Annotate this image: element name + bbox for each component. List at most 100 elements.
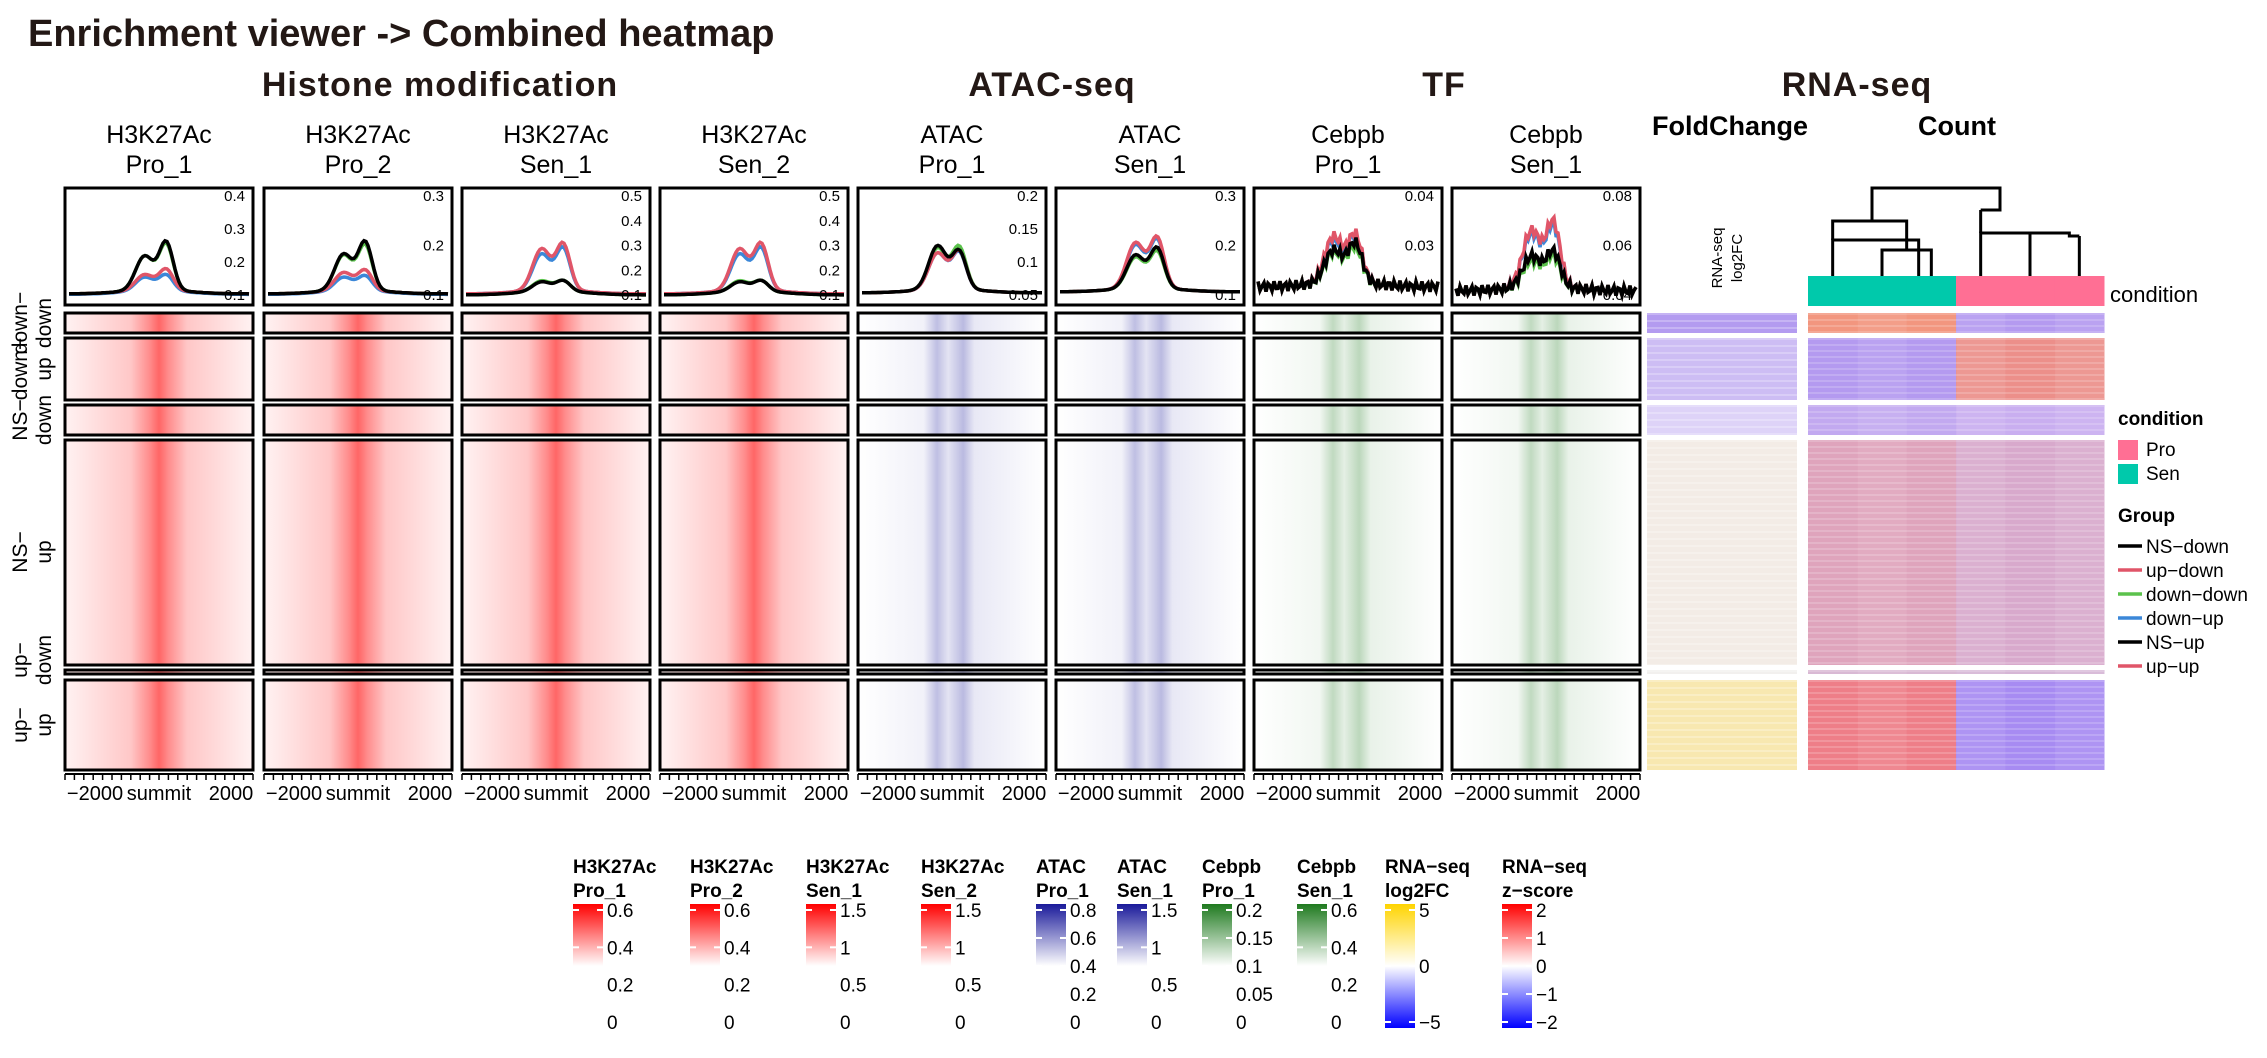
colorbar-tick-label: 0 <box>840 1013 851 1034</box>
colorbar-gradient <box>573 904 603 1028</box>
row-label-2: down−up <box>9 338 56 400</box>
section-header-rnaseq: RNA-seq <box>1782 66 1933 104</box>
heatmap-panel-1 <box>1450 311 1642 335</box>
heatmap-panel-1 <box>460 311 652 335</box>
fc-stripe <box>1647 461 1797 463</box>
count-block <box>1956 670 2006 674</box>
profile-tick: 0.05 <box>1009 287 1038 304</box>
count-block <box>1808 670 1858 674</box>
count-block <box>1906 405 1957 435</box>
count-stripe <box>1808 362 2104 364</box>
count-block <box>1857 313 1908 333</box>
colorbar-tick-label: 0 <box>724 1013 735 1034</box>
heatmap-panel-2 <box>658 336 850 402</box>
x-tick-label: summit <box>127 783 192 805</box>
colorbar-5: ATAC Pro_10.8 0.6 0.4 0.2 0 <box>1036 857 1097 1034</box>
fc-stripe <box>1647 489 1797 491</box>
heatmap-panel-5 <box>1054 668 1246 676</box>
colorbar-tick-label: 0 <box>1070 1013 1081 1034</box>
count-stripe <box>1808 638 2104 640</box>
column-4: H3K27Ac Sen_2 0.5 0.4 0.3 0.2 0.1 −2000 summit 20… <box>658 121 850 805</box>
count-stripe <box>1808 596 2104 598</box>
profile-line-ns <box>1454 242 1638 303</box>
colorbar-tick-label: 0.4 <box>607 938 634 959</box>
colorbar-tick-label: 1.5 <box>840 901 866 922</box>
count-stripe <box>1808 590 2104 592</box>
fc-stripe <box>1647 454 1797 456</box>
count-stripe <box>1808 578 2104 580</box>
fc-stripe <box>1647 608 1797 610</box>
heatmap-panel-5 <box>856 668 1048 676</box>
column-6: ATAC Sen_1 0.3 0.2 0.1 −2000 summit 2000 <box>1054 121 1246 805</box>
count-block <box>1906 440 1957 665</box>
legend-swatch-pro <box>2118 440 2138 460</box>
heatmap-panel-4 <box>262 438 454 667</box>
dendrogram-branch <box>1831 238 1921 276</box>
section-header-tf: TF <box>1422 66 1466 104</box>
count-stripe <box>1808 728 2104 730</box>
colorbar-tick-label: 0 <box>1419 957 1430 978</box>
heatmap-panel-3 <box>1450 403 1642 437</box>
heatmap-panel-2 <box>1252 336 1444 402</box>
count-stripe <box>1808 417 2104 419</box>
count-stripe <box>1808 680 2104 682</box>
count-stripe <box>1808 620 2104 622</box>
count-block <box>1906 680 1957 770</box>
profile-tick: 0.06 <box>1603 238 1632 255</box>
fc-stripe <box>1647 496 1797 498</box>
column-label: H3K27Ac Pro_1 <box>106 121 212 179</box>
x-tick-label: summit <box>722 783 787 805</box>
annotation-label: condition <box>2110 282 2198 307</box>
count-block <box>1808 313 1858 333</box>
count-stripe <box>1808 423 2104 425</box>
legend-group-item: down−up <box>2146 609 2224 630</box>
count-stripe <box>1808 608 2104 610</box>
colorbar-tick-label: 0 <box>1151 1013 1162 1034</box>
column-label: H3K27Ac Sen_1 <box>503 121 609 179</box>
row-label-6: up−up <box>9 707 56 743</box>
fc-stripe <box>1647 601 1797 603</box>
colorbar-tick-label: 0 <box>1536 957 1547 978</box>
heatmap-panel-1 <box>1054 311 1246 335</box>
count-block <box>2054 338 2105 400</box>
fc-stripe <box>1647 680 1797 682</box>
count-block <box>1857 338 1908 400</box>
fc-stripe <box>1647 701 1797 703</box>
profile-tick: 0.5 <box>819 188 840 205</box>
legend-group-item: up−down <box>2146 561 2224 582</box>
count-stripe <box>1808 500 2104 502</box>
count-block <box>2054 440 2105 665</box>
count-stripe <box>1808 452 2104 454</box>
colorbar-title: ATAC Pro_1 <box>1036 857 1089 902</box>
heatmap-panel-5 <box>658 668 850 676</box>
fc-stripe <box>1647 657 1797 659</box>
heatmap-panel-6 <box>1252 678 1444 772</box>
x-tick-label: 2000 <box>209 783 254 805</box>
count-block <box>2005 313 2056 333</box>
column-2: H3K27Ac Pro_2 0.3 0.2 0.1 −2000 summit 2000 <box>262 121 454 805</box>
fc-stripe <box>1647 327 1797 329</box>
colorbar-tick-label: 0.1 <box>1236 957 1262 978</box>
colorbar-tick-label: 0.6 <box>607 901 633 922</box>
profile-tick: 0.2 <box>423 238 444 255</box>
row-label-3: NS−down <box>9 395 56 445</box>
row-label-1: down−down <box>9 292 56 354</box>
heatmap-panel-2 <box>1450 336 1642 402</box>
colorbar-title: H3K27Ac Sen_1 <box>806 857 890 902</box>
fc-block-1 <box>1647 313 1797 333</box>
x-tick-label: 2000 <box>408 783 453 805</box>
page-title: Enrichment viewer -> Combined heatmap <box>28 13 774 55</box>
heatmap-panel-3 <box>63 403 255 437</box>
count-block <box>1857 670 1908 674</box>
colorbar-gradient <box>690 904 720 1028</box>
heatmap-panel-5 <box>1252 668 1444 676</box>
count-stripe <box>1808 740 2104 742</box>
fc-stripe <box>1647 510 1797 512</box>
heatmap-panel-4 <box>1252 438 1444 667</box>
count-stripe <box>1808 458 2104 460</box>
profile-tick: 0.2 <box>621 262 642 279</box>
count-stripe <box>1808 405 2104 407</box>
count-block <box>2054 313 2105 333</box>
